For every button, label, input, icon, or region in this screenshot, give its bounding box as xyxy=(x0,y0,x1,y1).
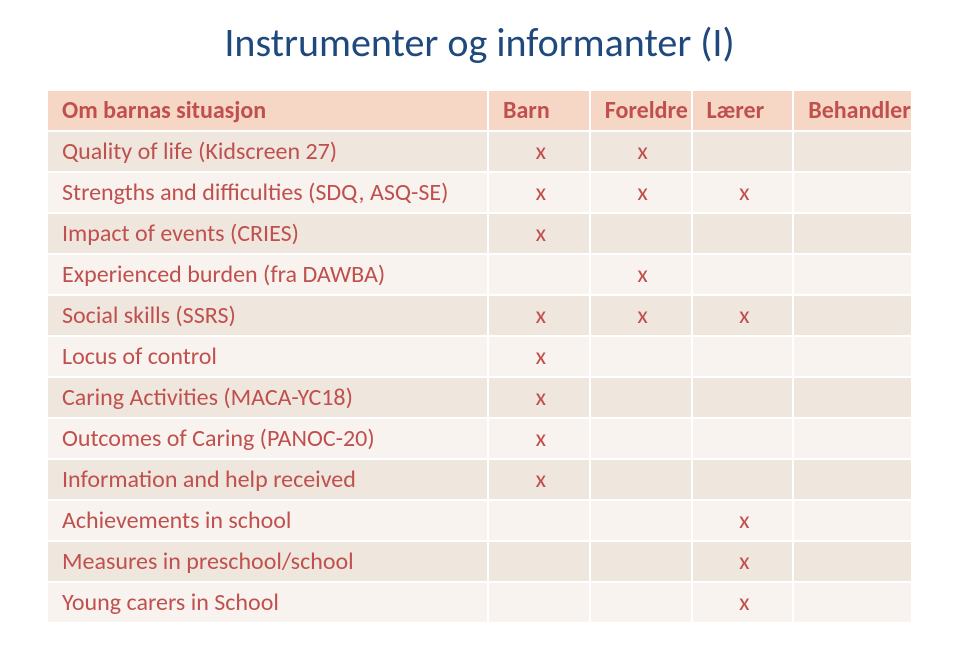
row-mark xyxy=(793,295,912,336)
page-title: Instrumenter og informanter (I) xyxy=(46,18,913,67)
row-label: Young carers in School xyxy=(47,582,488,623)
row-mark: x xyxy=(692,172,794,213)
row-mark xyxy=(692,213,794,254)
row-mark xyxy=(488,582,590,623)
row-mark: x xyxy=(692,541,794,582)
row-mark xyxy=(488,500,590,541)
row-mark xyxy=(488,254,590,295)
table-row: Caring Activities (MACA-YC18)x xyxy=(47,377,912,418)
col-header-4: Behandler xyxy=(793,90,912,131)
row-mark: x xyxy=(488,213,590,254)
row-label: Impact of events (CRIES) xyxy=(47,213,488,254)
row-mark xyxy=(793,254,912,295)
table-row: Young carers in School x xyxy=(47,582,912,623)
row-mark xyxy=(793,418,912,459)
table-row: Strengths and difficulties (SDQ, ASQ-SE)… xyxy=(47,172,912,213)
row-mark: x xyxy=(692,500,794,541)
row-mark xyxy=(488,541,590,582)
table-row: Quality of life (Kidscreen 27)xx xyxy=(47,131,912,172)
col-header-0: Om barnas situasjon xyxy=(47,90,488,131)
row-mark xyxy=(590,541,692,582)
row-mark xyxy=(590,336,692,377)
row-mark xyxy=(793,377,912,418)
row-mark xyxy=(590,213,692,254)
row-mark: x xyxy=(488,336,590,377)
row-label: Strengths and difficulties (SDQ, ASQ-SE) xyxy=(47,172,488,213)
table-row: Experienced burden (fra DAWBA) x xyxy=(47,254,912,295)
row-mark: x xyxy=(692,582,794,623)
row-mark: x xyxy=(488,295,590,336)
row-mark: x xyxy=(488,131,590,172)
row-mark: x xyxy=(590,131,692,172)
row-label: Measures in preschool/school xyxy=(47,541,488,582)
row-mark xyxy=(692,459,794,500)
row-mark xyxy=(590,500,692,541)
row-mark xyxy=(692,131,794,172)
row-mark: x xyxy=(590,295,692,336)
row-label: Caring Activities (MACA-YC18) xyxy=(47,377,488,418)
table-row: Locus of controlx xyxy=(47,336,912,377)
row-label: Social skills (SSRS) xyxy=(47,295,488,336)
row-mark: x xyxy=(590,172,692,213)
data-table: Om barnas situasjon Barn Foreldre Lærer … xyxy=(46,89,913,624)
row-mark xyxy=(692,336,794,377)
table-row: Social skills (SSRS)xxx xyxy=(47,295,912,336)
col-header-1: Barn xyxy=(488,90,590,131)
row-mark xyxy=(590,418,692,459)
row-mark: x xyxy=(488,377,590,418)
row-mark xyxy=(692,377,794,418)
row-mark: x xyxy=(590,254,692,295)
row-label: Achievements in school xyxy=(47,500,488,541)
row-mark xyxy=(793,459,912,500)
table-row: Achievements in school x xyxy=(47,500,912,541)
row-mark xyxy=(793,336,912,377)
row-label: Quality of life (Kidscreen 27) xyxy=(47,131,488,172)
row-mark xyxy=(793,582,912,623)
row-mark xyxy=(590,459,692,500)
table-row: Outcomes of Caring (PANOC-20)x xyxy=(47,418,912,459)
row-mark: x xyxy=(488,172,590,213)
row-mark xyxy=(692,254,794,295)
col-header-3: Lærer xyxy=(692,90,794,131)
row-mark: x xyxy=(692,295,794,336)
row-label: Locus of control xyxy=(47,336,488,377)
row-mark xyxy=(793,172,912,213)
row-label: Outcomes of Caring (PANOC-20) xyxy=(47,418,488,459)
col-header-2: Foreldre xyxy=(590,90,692,131)
table-row: Impact of events (CRIES)x xyxy=(47,213,912,254)
row-mark xyxy=(793,213,912,254)
table-header-row: Om barnas situasjon Barn Foreldre Lærer … xyxy=(47,90,912,131)
row-mark: x xyxy=(488,459,590,500)
row-mark xyxy=(793,131,912,172)
row-mark: x xyxy=(488,418,590,459)
row-label: Experienced burden (fra DAWBA) xyxy=(47,254,488,295)
table-row: Information and help receivedx xyxy=(47,459,912,500)
row-mark xyxy=(590,377,692,418)
row-mark xyxy=(793,541,912,582)
row-label: Information and help received xyxy=(47,459,488,500)
table-row: Measures in preschool/school x xyxy=(47,541,912,582)
row-mark xyxy=(590,582,692,623)
row-mark xyxy=(692,418,794,459)
row-mark xyxy=(793,500,912,541)
